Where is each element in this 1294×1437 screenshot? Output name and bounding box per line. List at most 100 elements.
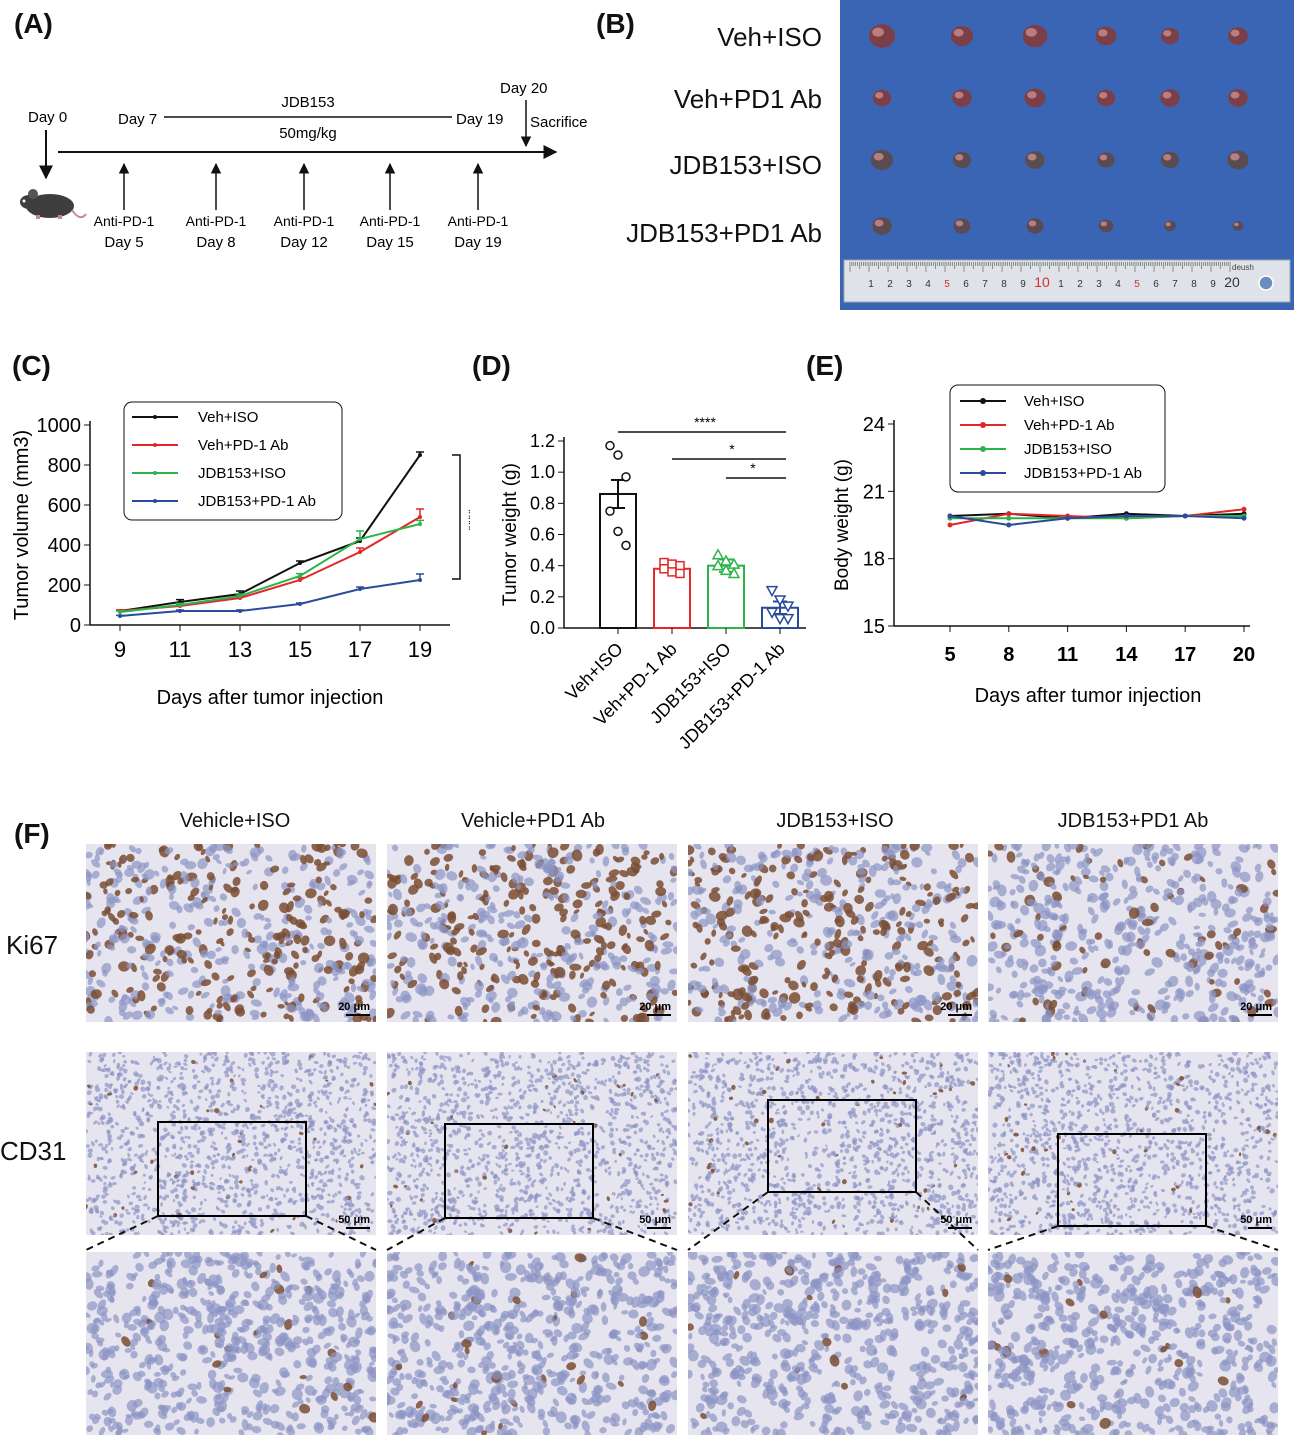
ruler-number: 9	[1020, 279, 1026, 290]
data-point	[613, 450, 623, 460]
tumor-highlight	[875, 92, 884, 99]
significance-label: *	[750, 460, 756, 476]
scale-bar-label: 20 μm	[338, 1001, 370, 1013]
ruler-number: 7	[1172, 279, 1178, 290]
x-tick-label: 15	[288, 637, 312, 662]
col-label-vehicle-iso: Vehicle+ISO	[179, 810, 291, 832]
data-point	[418, 515, 422, 519]
photo-row-label: Veh+ISO	[717, 22, 822, 52]
ruler-number: 9	[1210, 279, 1216, 290]
tumor	[872, 217, 892, 235]
zoom-region-box	[1057, 1133, 1207, 1227]
tumor-specimens	[869, 24, 1249, 235]
timeline-dose: 50mg/kg	[279, 125, 337, 142]
series-line	[949, 515, 1245, 527]
injection-day: Day 8	[196, 234, 235, 251]
micrograph-texture	[86, 844, 376, 1022]
data-point	[298, 561, 302, 565]
timeline-sacrifice: Sacrifice	[530, 114, 588, 131]
injection-label: Anti-PD-1	[274, 213, 335, 229]
timeline-day0: Day 0	[28, 109, 67, 126]
scale-bar-label: 50 μm	[940, 1214, 972, 1226]
tumor-highlight	[953, 28, 964, 37]
scale-bar: 20 μm	[338, 1001, 370, 1016]
significance-label: ****	[694, 414, 716, 430]
legend-label: JDB153+PD-1 Ab	[1024, 465, 1142, 482]
injection-label: Anti-PD-1	[186, 213, 247, 229]
ruler-number: 4	[1115, 279, 1121, 290]
scale-bar: 50 μm	[940, 1214, 972, 1229]
ruler-ticks: 1 2 3 4 5 6 7 8 9 10 1 2 3 4 5 6 7 8 9 20	[849, 262, 1240, 290]
cd31-micrograph: 50 μm	[86, 1052, 376, 1235]
legend-label: Veh+PD-1 Ab	[1024, 417, 1114, 434]
scale-bar-label: 50 μm	[1240, 1214, 1272, 1226]
data-point	[675, 560, 685, 571]
x-tick-label: 11	[169, 637, 192, 662]
tumor-highlight	[1230, 91, 1240, 99]
x-tick-label: 5	[944, 644, 955, 666]
timeline-day19: Day 19	[456, 111, 504, 128]
ruler	[843, 259, 1291, 303]
ruler-number: 1	[868, 279, 874, 290]
scale-bar-line	[948, 1227, 972, 1229]
tumor-highlight	[1163, 154, 1172, 161]
tumor-highlight	[1028, 220, 1037, 227]
legend-marker	[153, 443, 157, 447]
tumor	[1025, 151, 1045, 169]
micrograph-texture	[988, 1052, 1278, 1235]
micrograph-texture	[688, 1052, 978, 1235]
ruler-number: 3	[1096, 279, 1102, 290]
cd31-micrograph: 50 μm	[688, 1052, 978, 1235]
x-tick-label: 8	[1003, 644, 1014, 666]
micrograph-texture	[86, 1052, 376, 1235]
tumor-highlight	[1027, 91, 1037, 99]
significance-label: ****	[461, 509, 470, 531]
photo-background	[840, 0, 1294, 310]
scale-bar-line	[346, 1014, 370, 1016]
tumor-highlight	[1100, 221, 1108, 227]
data-point	[781, 613, 795, 626]
data-point	[605, 506, 615, 516]
panel-label-e: (E)	[806, 350, 844, 381]
legend-label: JDB153+PD-1 Ab	[198, 493, 316, 510]
tumor	[1096, 89, 1116, 107]
micrograph-texture	[387, 1052, 677, 1235]
data-point	[298, 574, 302, 578]
data-point	[178, 609, 182, 613]
data-point	[947, 522, 953, 528]
photo-row-labels: Veh+ISO Veh+PD1 Ab JDB153+ISO JDB153+PD1…	[590, 0, 840, 310]
tumor	[1228, 89, 1248, 107]
y-axis-label: Tumor volume (mm3)	[11, 430, 33, 620]
panel-label-d: (D)	[472, 350, 511, 381]
y-tick-label: 200	[48, 575, 81, 597]
data-point	[118, 614, 122, 618]
y-tick-label: 0	[70, 615, 81, 637]
tumor-highlight	[1027, 153, 1037, 161]
tumor	[952, 89, 972, 107]
injection-markers: Anti-PD-1 Day 5 Anti-PD-1 Day 8 Anti-PD-1 Day…	[94, 162, 509, 251]
data-point	[1006, 515, 1012, 521]
ruler-number: 1	[1058, 279, 1064, 290]
tumor	[1097, 152, 1115, 168]
tumor	[953, 218, 971, 234]
injection-label: Anti-PD-1	[448, 213, 509, 229]
legend: Veh+ISO Veh+PD-1 Ab JDB153+ISO JDB153+PD-1 …	[123, 401, 343, 521]
legend-marker	[153, 471, 157, 475]
y-tick-label: 24	[863, 414, 885, 436]
tumor-volume-chart: 0 200 400 600 800 1000 9 11 13 15 17 19 Days after t…	[11, 401, 470, 709]
timeline-day20: Day 20	[500, 80, 548, 97]
legend-marker	[980, 398, 986, 404]
zoom-region-box	[444, 1123, 594, 1219]
timeline-day7: Day 7	[118, 111, 157, 128]
ruler-number: 6	[1153, 279, 1159, 290]
ruler-number: 5	[1134, 279, 1140, 290]
micrograph-texture	[688, 844, 978, 1022]
tumor	[1160, 151, 1180, 169]
data-point	[1182, 513, 1188, 519]
data-point	[238, 609, 242, 613]
scale-bar-label: 20 μm	[940, 1001, 972, 1013]
data-point	[711, 548, 725, 560]
x-tick-label: 11	[1057, 644, 1078, 666]
tumor-photo: 1 2 3 4 5 6 7 8 9 10 1 2 3 4 5 6 7 8 9 20 deush	[840, 0, 1294, 310]
